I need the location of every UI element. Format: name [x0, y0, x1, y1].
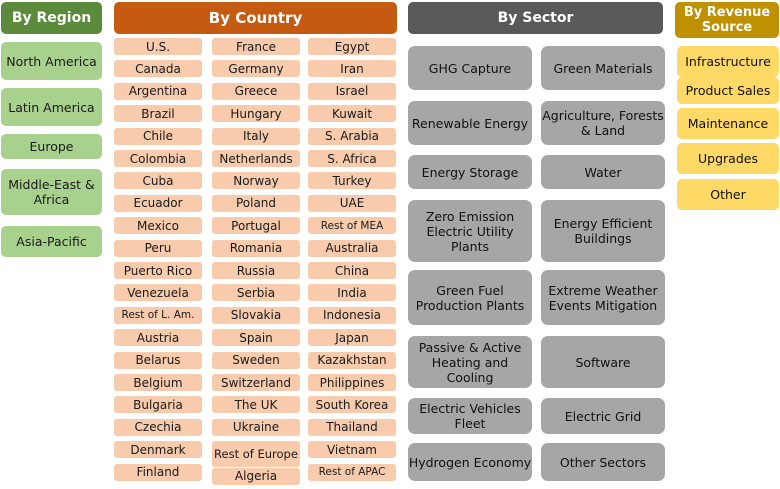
region-item: Europe: [1, 134, 102, 159]
revenue-header: By Revenue Source: [675, 2, 779, 38]
sector-item: Electric Vehicles Fleet: [408, 398, 532, 434]
country-item: Poland: [212, 194, 300, 212]
country-header: By Country: [114, 2, 397, 34]
region-item: Latin America: [1, 88, 102, 126]
country-item: Ukraine: [212, 418, 300, 436]
sector-item: Software: [541, 336, 665, 388]
country-item: Portugal: [212, 217, 300, 235]
country-item: Finland: [114, 463, 202, 481]
country-item: Hungary: [212, 105, 300, 123]
country-item: Brazil: [114, 105, 202, 123]
country-item: Norway: [212, 172, 300, 190]
region-item: North America: [1, 42, 102, 80]
country-item: Kuwait: [308, 105, 396, 123]
country-item: Rest of APAC: [308, 463, 396, 481]
sector-item: Passive & Active Heating and Cooling: [408, 336, 532, 388]
country-item: Russia: [212, 262, 300, 279]
country-item: U.S.: [114, 38, 202, 55]
sector-item: GHG Capture: [408, 46, 532, 90]
country-item: China: [308, 262, 396, 279]
region-header: By Region: [1, 2, 102, 34]
revenue-item: Other: [677, 179, 779, 210]
country-item: Chile: [114, 127, 202, 145]
country-item: Germany: [212, 60, 300, 78]
revenue-column: Infrastructure Product Sales Maintenance…: [677, 0, 779, 489]
country-item: Australia: [308, 239, 396, 257]
country-item: South Korea: [308, 396, 396, 414]
country-item: Spain: [212, 329, 300, 347]
country-item: Argentina: [114, 82, 202, 100]
country-item: Peru: [114, 239, 202, 257]
country-item: Algeria: [212, 467, 300, 485]
country-item: Ecuador: [114, 194, 202, 212]
sector-item: Green Materials: [541, 46, 665, 90]
country-item: France: [212, 38, 300, 55]
country-item: Czechia: [114, 418, 202, 436]
country-item: Turkey: [308, 172, 396, 190]
sector-item: Extreme Weather Events Mitigation: [541, 270, 665, 325]
country-item: Egypt: [308, 38, 396, 55]
country-item: UAE: [308, 194, 396, 212]
revenue-item: Product Sales: [677, 77, 779, 104]
country-item: Rest of MEA: [308, 217, 396, 235]
country-item: Venezuela: [114, 284, 202, 302]
country-item: Philippines: [308, 374, 396, 391]
country-item: Japan: [308, 329, 396, 347]
country-item: Indonesia: [308, 306, 396, 324]
country-item: Austria: [114, 329, 202, 347]
sector-item: Other Sectors: [541, 443, 665, 481]
country-item: Rest of L. Am.: [114, 306, 202, 324]
country-item: Romania: [212, 239, 300, 257]
region-item: Middle-East & Africa: [1, 169, 102, 215]
country-item: Rest of Europe: [212, 441, 300, 468]
sector-header: By Sector: [408, 2, 663, 34]
sector-item: Renewable Energy: [408, 101, 532, 145]
sector-item: Green Fuel Production Plants: [408, 270, 532, 325]
country-item: India: [308, 284, 396, 302]
country-item: Sweden: [212, 351, 300, 369]
country-item: Mexico: [114, 217, 202, 235]
country-item: S. Arabia: [308, 127, 396, 145]
country-item: Denmark: [114, 441, 202, 459]
revenue-item: Infrastructure: [677, 46, 779, 77]
country-item: Vietnam: [308, 441, 396, 459]
sector-item: Water: [541, 155, 665, 189]
country-item: Canada: [114, 60, 202, 78]
sector-item: Zero Emission Electric Utility Plants: [408, 200, 532, 262]
country-item: Puerto Rico: [114, 262, 202, 279]
country-item: Belgium: [114, 374, 202, 391]
country-item: The UK: [212, 396, 300, 414]
country-item: Thailand: [308, 418, 396, 436]
region-item: Asia-Pacific: [1, 226, 102, 257]
region-column: North America Latin America Europe Middl…: [1, 0, 102, 489]
country-item: Bulgaria: [114, 396, 202, 414]
country-item: Slovakia: [212, 306, 300, 324]
country-item: Colombia: [114, 150, 202, 167]
country-item: Switzerland: [212, 374, 300, 391]
country-item: Greece: [212, 82, 300, 100]
revenue-item: Upgrades: [677, 143, 779, 174]
country-item: Cuba: [114, 172, 202, 190]
country-item: Serbia: [212, 284, 300, 302]
sector-item: Energy Efficient Buildings: [541, 200, 665, 262]
country-item: Iran: [308, 60, 396, 78]
country-item: Italy: [212, 127, 300, 145]
sector-item: Agriculture, Forests & Land: [541, 101, 665, 145]
country-item: Kazakhstan: [308, 351, 396, 369]
country-item: S. Africa: [308, 150, 396, 167]
country-item: Israel: [308, 82, 396, 100]
sector-item: Electric Grid: [541, 398, 665, 434]
sector-item: Energy Storage: [408, 155, 532, 189]
country-item: Netherlands: [212, 150, 300, 167]
country-item: Belarus: [114, 351, 202, 369]
revenue-item: Maintenance: [677, 108, 779, 139]
sector-item: Hydrogen Economy: [408, 443, 532, 481]
